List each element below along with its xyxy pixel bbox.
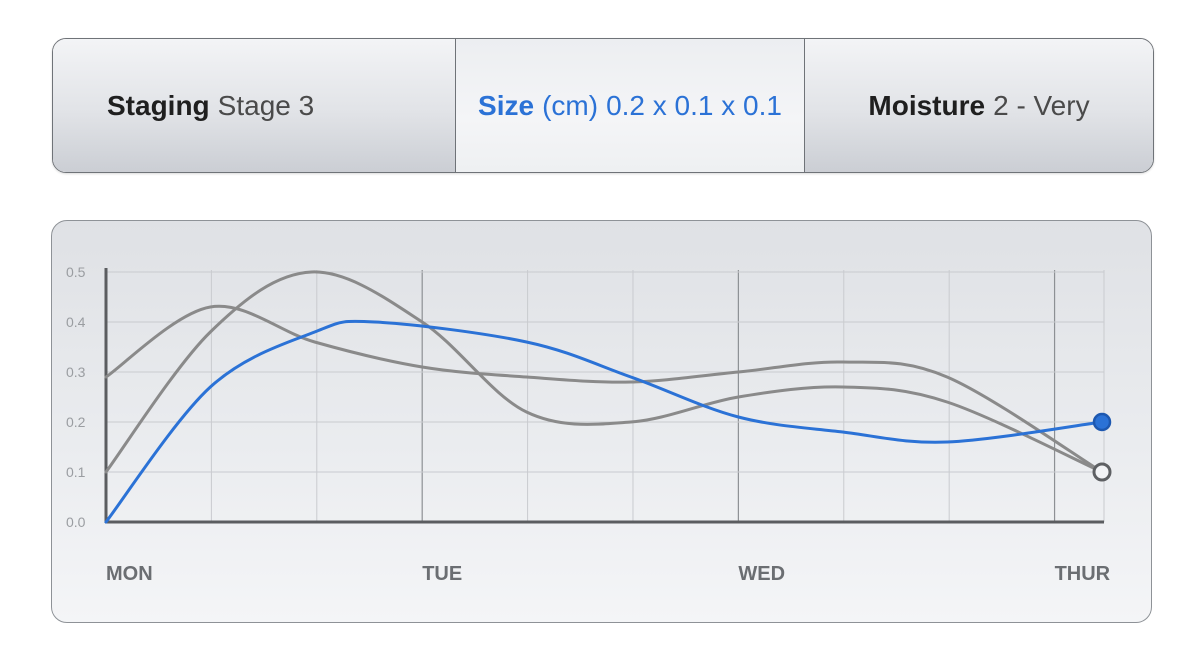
x-tick-label: THUR <box>1055 563 1111 585</box>
y-tick-label: 0.5 <box>66 264 86 280</box>
staging-tab-value: Stage 3 <box>217 89 315 121</box>
moisture-tab[interactable]: Moisture 2 - Very <box>804 39 1153 172</box>
x-tick-label: TUE <box>422 563 462 585</box>
y-tick-label: 0.4 <box>66 314 86 330</box>
series-line-1 <box>104 270 1104 474</box>
x-tick-label: MON <box>106 563 153 585</box>
x-tick-label: WED <box>738 563 785 585</box>
trend-chart-panel: 0.0 0.1 0.2 0.3 0.4 0.5 MON TUE WED THUR <box>51 220 1152 623</box>
size-tab[interactable]: Size (cm) 0.2 x 0.1 x 0.1 <box>455 39 804 172</box>
y-tick-label: 0.3 <box>66 364 86 380</box>
y-tick-label: 0.1 <box>66 464 86 480</box>
moisture-tab-value: 2 - Very <box>993 89 1090 121</box>
series-line-2 <box>104 319 1104 524</box>
size-tab-unit: (cm) <box>542 89 599 121</box>
moisture-tab-key: Moisture <box>868 89 986 121</box>
metric-segmented-control: Staging Stage 3 Size (cm) 0.2 x 0.1 x 0.… <box>52 38 1154 173</box>
y-tick-label: 0.2 <box>66 414 86 430</box>
staging-tab[interactable]: Staging Stage 3 <box>53 39 455 172</box>
series-end-marker-filled <box>1092 412 1112 432</box>
trend-line-chart: 0.0 0.1 0.2 0.3 0.4 0.5 MON TUE WED THUR <box>66 264 1112 585</box>
staging-tab-key: Staging <box>107 89 210 121</box>
size-tab-key: Size <box>478 89 535 121</box>
y-tick-label: 0.0 <box>66 514 86 530</box>
size-tab-value: 0.2 x 0.1 x 0.1 <box>606 89 782 121</box>
series-end-marker-hollow <box>1092 462 1112 482</box>
series-line-0 <box>104 304 1104 474</box>
